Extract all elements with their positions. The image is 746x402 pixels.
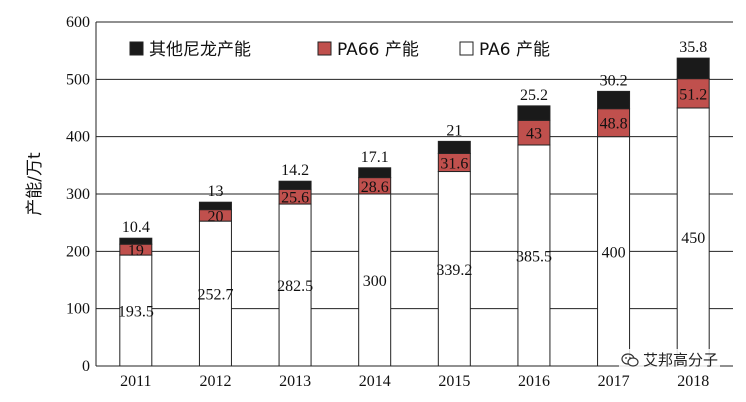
bar-segment — [437, 171, 471, 367]
data-label: 282.5 — [277, 278, 313, 295]
y-tick-label: 600 — [66, 14, 90, 31]
data-label: 28.6 — [361, 179, 389, 196]
y-axis-label: 产能/万t — [25, 152, 45, 216]
x-tick-label: 2017 — [598, 373, 630, 390]
y-tick-label: 0 — [82, 358, 90, 375]
legend-swatch — [459, 41, 474, 56]
bar-segment — [358, 193, 392, 367]
bar-segment — [198, 201, 232, 211]
data-label: 31.6 — [440, 155, 468, 172]
x-tick-label: 2011 — [120, 373, 151, 390]
bar-segment — [437, 140, 471, 154]
bar-segment — [676, 107, 710, 367]
data-label: 385.5 — [516, 248, 552, 265]
data-label: 17.1 — [361, 149, 389, 166]
data-label: 19 — [128, 243, 144, 260]
x-tick-label: 2018 — [677, 373, 709, 390]
data-label: 193.5 — [118, 304, 154, 321]
bar-segment — [597, 108, 631, 138]
x-tick-label: 2016 — [518, 373, 550, 390]
x-tick-label: 2015 — [438, 373, 470, 390]
data-label: 30.2 — [600, 72, 628, 89]
data-label: 252.7 — [197, 287, 233, 304]
bar-segment — [358, 167, 392, 179]
x-tick-label: 2013 — [279, 373, 311, 390]
data-label: 450 — [681, 230, 705, 247]
data-label: 21 — [446, 122, 462, 139]
y-tick-label: 200 — [66, 243, 90, 260]
data-label: 48.8 — [600, 116, 628, 133]
bar-segment — [676, 78, 710, 109]
x-tick-label: 2012 — [199, 373, 231, 390]
x-tick-label: 2014 — [359, 373, 391, 390]
legend-label: PA6 产能 — [479, 40, 550, 60]
y-tick-label: 300 — [66, 186, 90, 203]
bar-segment — [517, 105, 551, 121]
data-label: 20 — [207, 208, 223, 225]
y-tick-label: 100 — [66, 301, 90, 318]
watermark: 艾邦高分子 — [618, 349, 720, 370]
data-label: 51.2 — [679, 86, 707, 103]
watermark-text: 艾邦高分子 — [642, 351, 718, 369]
bar-segment — [517, 119, 551, 146]
data-label: 43 — [526, 126, 542, 143]
bar-segment — [119, 237, 153, 245]
data-label: 13 — [207, 183, 223, 200]
data-label: 25.2 — [520, 87, 548, 104]
bar-segment — [676, 57, 710, 80]
y-tick-label: 400 — [66, 129, 90, 146]
legend-label: PA66 产能 — [337, 40, 419, 60]
legend-label: 其他尼龙产能 — [149, 40, 251, 60]
legend-swatch — [317, 41, 332, 56]
data-label: 300 — [363, 273, 387, 290]
bar-segment — [597, 136, 631, 367]
bar-segment — [198, 220, 232, 367]
bar-segment — [119, 254, 153, 367]
wechat-icon — [621, 352, 639, 367]
y-tick-label: 500 — [66, 71, 90, 88]
data-label: 10.4 — [122, 219, 150, 236]
data-label: 400 — [602, 244, 626, 261]
data-label: 35.8 — [679, 39, 707, 56]
bar-segment — [278, 203, 312, 367]
bar-segment — [278, 180, 312, 190]
data-label: 14.2 — [281, 162, 309, 179]
data-label: 25.6 — [281, 190, 309, 207]
data-label: 339.2 — [436, 262, 472, 279]
bar-segment — [597, 90, 631, 110]
legend-swatch — [129, 41, 144, 56]
